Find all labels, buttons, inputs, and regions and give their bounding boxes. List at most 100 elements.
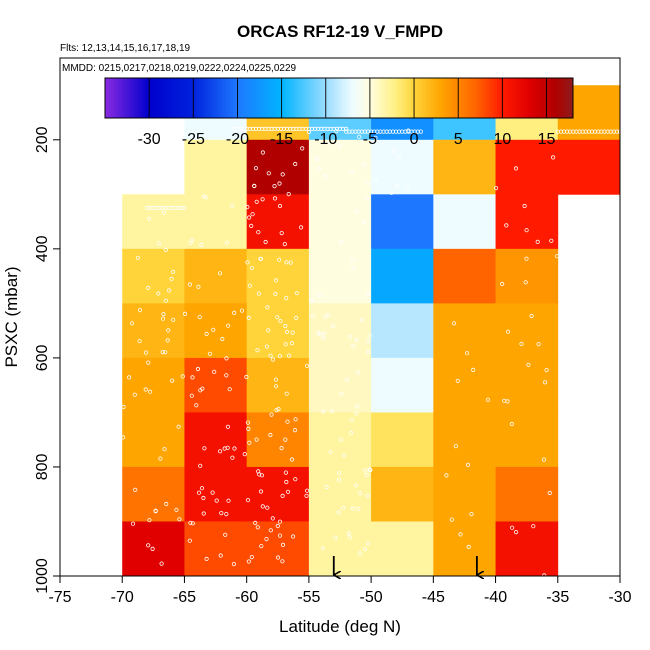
colorbar-segment [515, 78, 518, 118]
heatmap-cell [184, 194, 248, 250]
observation-point [239, 308, 245, 313]
colorbar-segment [483, 78, 486, 118]
heatmap-cell [184, 521, 248, 577]
observation-point [541, 457, 547, 462]
observation-point [469, 511, 474, 517]
colorbar-segment [387, 78, 390, 118]
observation-point [359, 317, 364, 323]
observation-point [284, 329, 290, 334]
colorbar-segment [137, 78, 140, 118]
colorbar-segment [297, 78, 300, 118]
observation-point [509, 525, 515, 530]
colorbar-segment [323, 78, 326, 118]
observation-point [283, 323, 288, 329]
observation-point [364, 195, 369, 200]
observation-point [217, 271, 222, 276]
y-axis: 200 400 600 800 1000 [34, 126, 60, 594]
colorbar-segment [543, 78, 546, 118]
colorbar-segment [481, 78, 484, 118]
colorbar-segment [201, 78, 204, 118]
observation-point [245, 498, 251, 503]
colorbar-segment [187, 78, 190, 118]
colorbar-segment [453, 78, 456, 118]
colorbar-segment [569, 78, 572, 118]
colorbar-segment [195, 78, 198, 118]
heatmap-cell [246, 248, 310, 304]
colorbar-segment [231, 78, 234, 118]
colorbar-segment [247, 78, 250, 118]
colorbar-segment [393, 78, 396, 118]
observation-point [304, 493, 309, 498]
colorbar-segment [107, 78, 110, 118]
colorbar-segment [225, 78, 228, 118]
observation-point [182, 205, 187, 210]
observation-point [523, 280, 528, 285]
observation-point [135, 255, 140, 260]
observation-point [159, 561, 164, 566]
colorbar-segment [303, 78, 306, 118]
observation-point [171, 269, 176, 274]
heatmap-cell [495, 521, 559, 577]
observation-point [283, 470, 288, 475]
observation-point [466, 544, 471, 550]
observation-point [212, 369, 217, 374]
observation-point [268, 353, 273, 358]
colorbar-segment [181, 78, 184, 118]
colorbar-segment [295, 78, 298, 118]
observation-point [130, 521, 136, 526]
observation-point [218, 553, 223, 558]
colorbar-tick-label: -15 [270, 131, 293, 148]
observation-point [146, 216, 152, 221]
observation-point [526, 362, 531, 367]
dates-subtitle: MMDD: 0215,0217,0218,0219,0222,0224,0225… [62, 63, 297, 74]
colorbar-segment [275, 78, 278, 118]
heatmap-cell [433, 357, 496, 413]
observation-point [201, 194, 206, 199]
x-tick-label: -65 [173, 589, 196, 606]
colorbar-segment [141, 78, 144, 118]
colorbar-segment [189, 78, 192, 118]
colorbar-segment [499, 78, 502, 118]
colorbar-segment [463, 78, 466, 118]
observation-point [458, 532, 463, 537]
colorbar-segment [129, 78, 132, 118]
observation-point [531, 524, 536, 529]
observation-point [522, 203, 527, 209]
colorbar-segment [313, 78, 316, 118]
observation-point [227, 387, 232, 392]
colorbar-segment [245, 78, 248, 118]
colorbar-segment [115, 78, 118, 118]
colorbar-segment [121, 78, 124, 118]
observation-point [167, 288, 172, 293]
observation-point [230, 203, 235, 208]
colorbar-segment [565, 78, 568, 118]
observation-point [269, 412, 274, 417]
observation-point [341, 453, 347, 458]
observation-point [471, 367, 476, 372]
observation-point [201, 495, 206, 501]
observation-point [329, 408, 334, 414]
heatmap-cell [371, 303, 434, 359]
colorbar-segment [165, 78, 168, 118]
colorbar-segment [497, 78, 500, 118]
observation-point [354, 337, 359, 343]
colorbar-segment [433, 78, 436, 118]
observation-point [276, 406, 281, 412]
observation-point [485, 397, 491, 402]
colorbar-segment [227, 78, 230, 118]
observation-point [283, 437, 288, 442]
heatmap-cell [122, 303, 185, 359]
colorbar-segment [553, 78, 556, 118]
colorbar-segment [351, 78, 354, 118]
colorbar-segment [559, 78, 562, 118]
colorbar-segment [479, 78, 482, 118]
observation-point [245, 204, 250, 210]
heatmap-cell [184, 466, 248, 522]
observation-point [242, 451, 247, 457]
observation-point [285, 489, 291, 494]
observation-point [224, 373, 229, 378]
colorbar-segment [395, 78, 398, 118]
heatmap-cell [246, 521, 310, 577]
observation-point [264, 536, 269, 542]
colorbar-segment [539, 78, 542, 118]
